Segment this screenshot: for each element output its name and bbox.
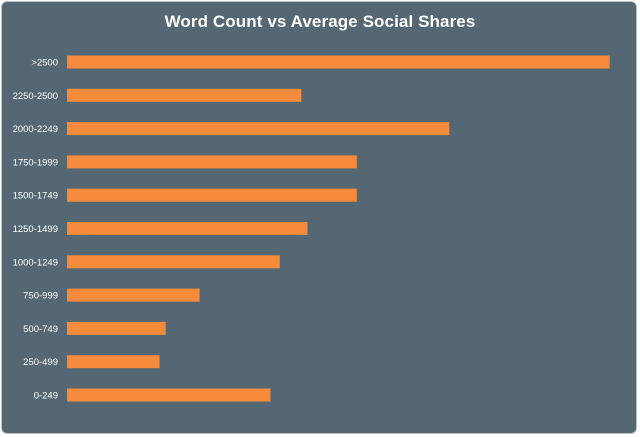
category-label: 2000-2249	[13, 124, 58, 135]
category-label: 500-749	[23, 324, 58, 335]
category-label: >2500	[31, 58, 58, 69]
chart-title: Word Count vs Average Social Shares	[164, 12, 476, 31]
category-label: 1250-1499	[13, 224, 58, 235]
category-label: 1750-1999	[13, 157, 58, 168]
bar-10	[67, 388, 271, 402]
bar-7	[67, 288, 200, 302]
category-labels: >2500 2250-2500 2000-2249 1750-1999 1500-174…	[13, 58, 58, 402]
bar-0	[67, 55, 610, 69]
bar-8	[67, 321, 166, 335]
category-label: 0-249	[34, 391, 58, 402]
category-label: 2250-2500	[13, 91, 58, 102]
bars	[67, 55, 610, 402]
category-label: 1500-1749	[13, 191, 58, 202]
category-label: 250-499	[23, 357, 58, 368]
bar-2	[67, 122, 450, 136]
bar-1	[67, 88, 302, 102]
category-label: 1000-1249	[13, 257, 58, 268]
bar-6	[67, 255, 280, 269]
bar-3	[67, 155, 357, 169]
bar-4	[67, 188, 357, 202]
category-label: 750-999	[23, 291, 58, 302]
bar-9	[67, 355, 160, 369]
bar-5	[67, 222, 308, 235]
